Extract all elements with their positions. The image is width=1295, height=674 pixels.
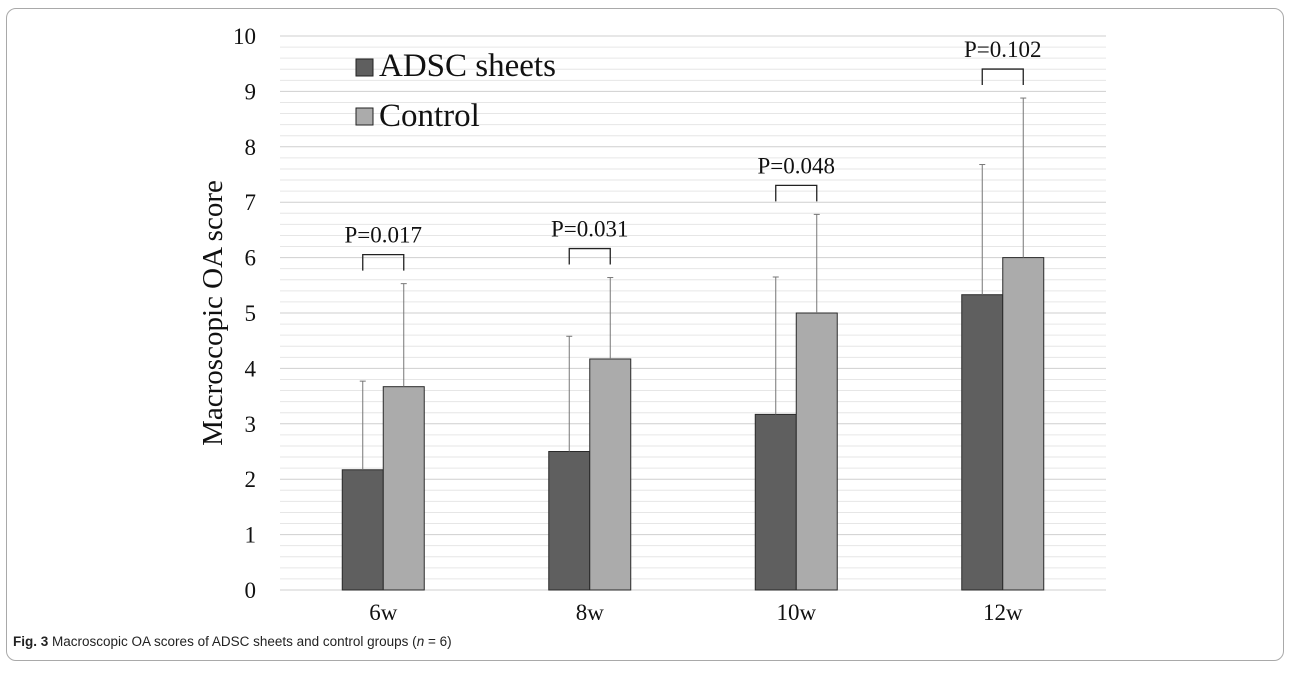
y-tick-label: 1 (245, 523, 257, 548)
legend-label-adsc: ADSC sheets (379, 48, 556, 84)
y-tick-label: 5 (245, 301, 257, 326)
y-tick-label: 2 (245, 467, 257, 492)
significance-bracket (568, 247, 611, 265)
y-tick-label: 6 (245, 246, 257, 271)
legend-label-control: Control (379, 98, 480, 134)
bar (795, 312, 838, 591)
y-tick-labels: 0 1 2 3 4 5 6 7 8 9 10 (233, 24, 257, 603)
y-tick-label: 8 (245, 135, 257, 160)
bar (754, 413, 797, 591)
legend-swatch-adsc (355, 58, 374, 77)
x-tick-label: 10w (776, 600, 816, 625)
x-tick-label: 12w (983, 600, 1023, 625)
y-tick-label: 0 (245, 578, 257, 603)
legend-swatch-control (355, 107, 374, 126)
p-value-label: P=0.102 (964, 37, 1042, 62)
bars (341, 257, 1045, 591)
figure-frame (6, 8, 1284, 661)
p-value-label: P=0.031 (551, 217, 629, 242)
p-value-label: P=0.017 (344, 223, 422, 248)
bar (382, 386, 425, 591)
bar (341, 469, 384, 591)
y-tick-label: 9 (245, 79, 257, 104)
significance-bracket (775, 184, 818, 202)
error-bars (359, 97, 1027, 470)
caption-text-before: Macroscopic OA scores of ADSC sheets and… (48, 634, 417, 649)
chart: 0 1 2 3 4 5 6 7 8 9 10 P=0.017 P=0.031 P=0.048 P=0.10… (197, 24, 1106, 625)
caption-text-after: = 6) (424, 634, 452, 649)
bar (961, 294, 1004, 591)
y-tick-label: 3 (245, 412, 257, 437)
y-tick-label: 7 (245, 190, 257, 215)
caption-n: n (416, 634, 425, 649)
x-tick-label: 6w (369, 600, 398, 625)
significance-annotations: P=0.017 P=0.031 P=0.048 P=0.102 (344, 37, 1042, 271)
x-tick-label: 8w (576, 600, 605, 625)
legend: ADSC sheets Control (355, 48, 556, 134)
caption-label: Fig. 3 (13, 634, 49, 649)
figure-caption: Fig. 3 Macroscopic OA scores of ADSC she… (13, 634, 452, 649)
bar (548, 451, 591, 591)
y-tick-label: 10 (233, 24, 256, 49)
y-axis-label: Macroscopic OA score (197, 180, 229, 446)
p-value-label: P=0.048 (757, 153, 835, 178)
bar (589, 358, 632, 591)
y-tick-label: 4 (245, 356, 257, 381)
significance-bracket (981, 68, 1024, 86)
significance-bracket (362, 253, 405, 271)
bar (1002, 257, 1045, 591)
x-tick-labels: 6w 8w 10w 12w (369, 600, 1023, 625)
